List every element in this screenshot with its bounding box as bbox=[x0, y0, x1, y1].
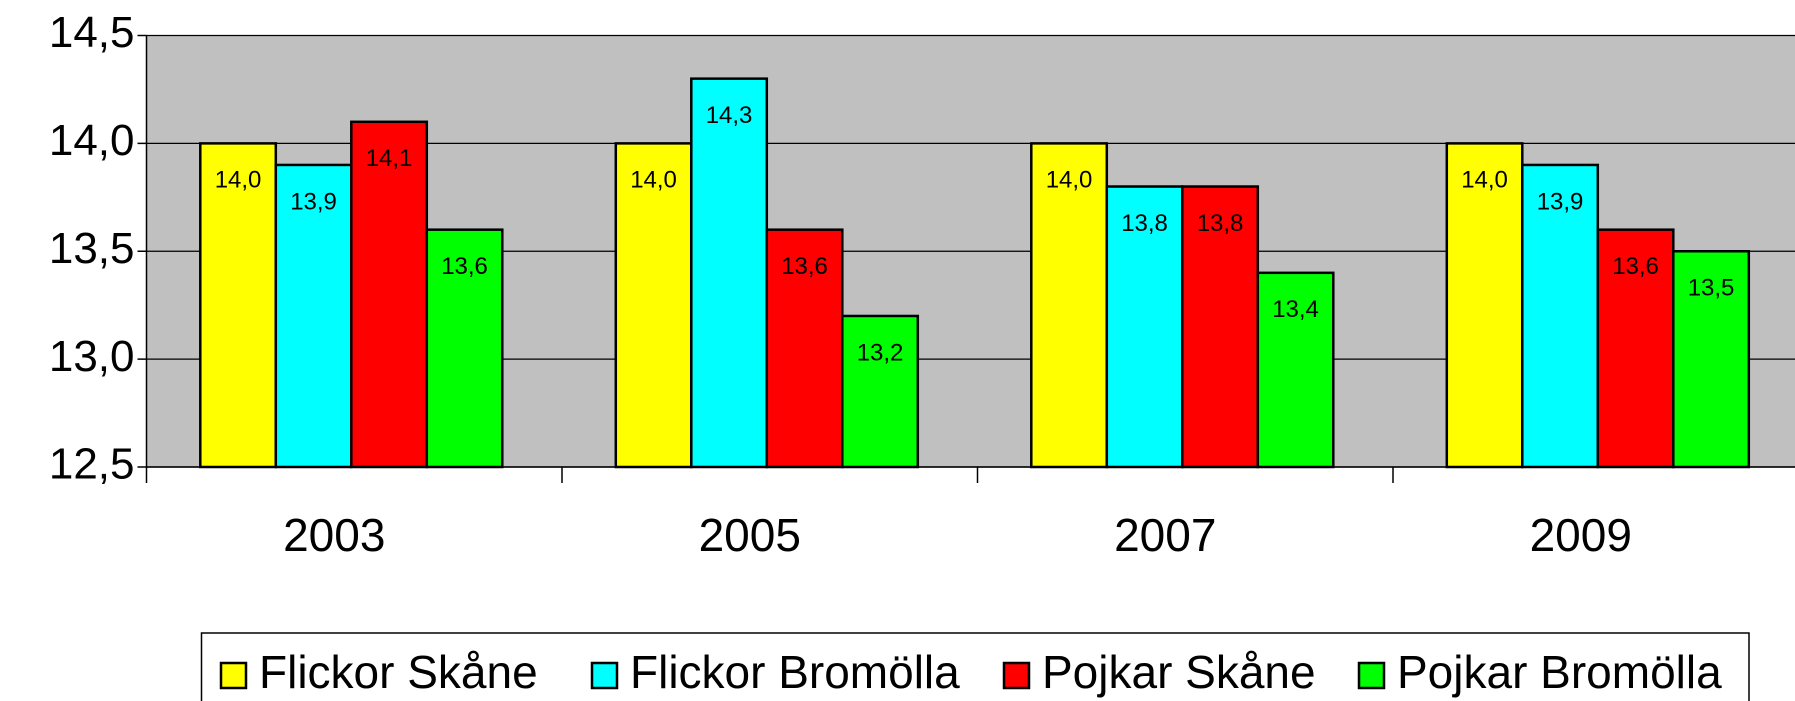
bar bbox=[350, 120, 429, 469]
bar bbox=[1105, 185, 1184, 469]
bar bbox=[841, 314, 920, 469]
legend-label: Pojkar Bromölla bbox=[1397, 646, 1722, 698]
value-label: 13,8 bbox=[1197, 210, 1244, 237]
bar bbox=[274, 163, 353, 469]
x-tick-label: 2003 bbox=[283, 509, 385, 561]
y-tick-label: 12,5 bbox=[49, 440, 135, 489]
value-label: 13,8 bbox=[1121, 210, 1168, 237]
legend-swatch bbox=[590, 661, 619, 690]
bar bbox=[1596, 228, 1675, 469]
x-tick-label: 2005 bbox=[699, 509, 801, 561]
y-tick-label: 14,0 bbox=[49, 116, 135, 165]
bar bbox=[1672, 250, 1751, 469]
bar bbox=[614, 142, 693, 469]
bar bbox=[1445, 142, 1524, 469]
bar bbox=[425, 228, 504, 469]
value-label: 14,0 bbox=[215, 167, 262, 194]
bar bbox=[1030, 142, 1109, 469]
value-label: 13,6 bbox=[1612, 253, 1659, 280]
legend-swatch bbox=[1002, 661, 1031, 690]
x-tick-label: 2009 bbox=[1530, 509, 1632, 561]
bar bbox=[765, 228, 844, 469]
legend-swatch bbox=[219, 661, 248, 690]
legend-swatch bbox=[1357, 661, 1386, 690]
legend-label: Pojkar Skåne bbox=[1042, 646, 1316, 698]
value-label: 13,2 bbox=[857, 339, 904, 366]
legend-label: Flickor Bromölla bbox=[630, 646, 960, 698]
bar bbox=[1181, 185, 1260, 469]
value-label: 13,9 bbox=[290, 188, 337, 215]
bar bbox=[199, 142, 278, 469]
value-label: 14,0 bbox=[630, 167, 677, 194]
value-label: 14,1 bbox=[366, 145, 413, 172]
value-label: 13,6 bbox=[441, 253, 488, 280]
bar bbox=[1256, 271, 1335, 469]
legend-box bbox=[200, 632, 1750, 701]
bar bbox=[690, 77, 769, 469]
legend-label: Flickor Skåne bbox=[259, 646, 538, 698]
y-tick-label: 14,5 bbox=[49, 8, 135, 57]
bar bbox=[1521, 163, 1600, 469]
value-label: 13,4 bbox=[1272, 296, 1319, 323]
value-label: 14,0 bbox=[1046, 167, 1093, 194]
value-label: 13,6 bbox=[781, 253, 828, 280]
y-tick-label: 13,0 bbox=[49, 332, 135, 381]
y-tick-label: 13,5 bbox=[49, 224, 135, 273]
value-label: 14,0 bbox=[1461, 167, 1508, 194]
value-label: 14,3 bbox=[706, 102, 753, 129]
x-tick-label: 2007 bbox=[1114, 509, 1216, 561]
value-label: 13,5 bbox=[1688, 275, 1735, 302]
value-label: 13,9 bbox=[1537, 188, 1584, 215]
